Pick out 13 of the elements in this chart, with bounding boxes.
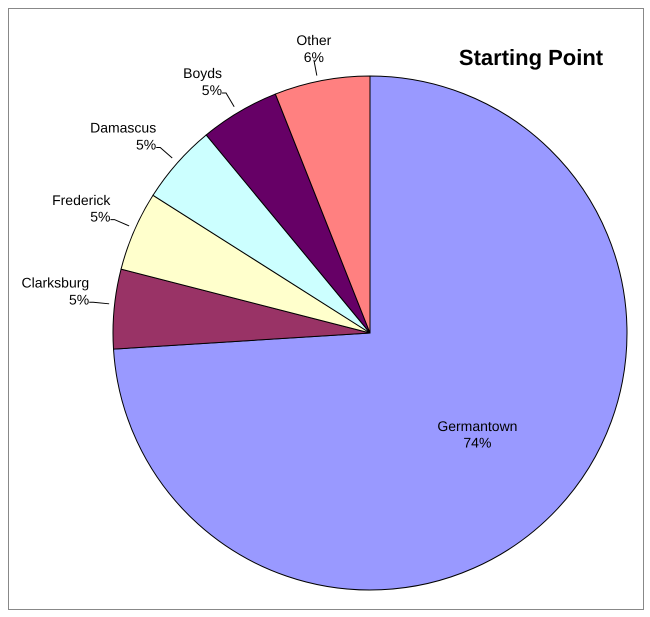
data-label: 5% bbox=[90, 208, 110, 225]
slice-label: Germantown bbox=[437, 418, 518, 434]
data-label: 5% bbox=[202, 82, 222, 98]
data-label: 5% bbox=[68, 291, 90, 308]
text: Starting Point bbox=[458, 45, 604, 70]
data-label: 74% bbox=[463, 434, 492, 451]
slice-label: Boyds bbox=[183, 65, 222, 82]
slice-label: Frederick bbox=[52, 192, 112, 208]
slice-label: Clarksburg bbox=[22, 274, 90, 291]
slice-label: Other bbox=[296, 32, 332, 48]
data-label: 6% bbox=[304, 48, 324, 65]
data-label: 5% bbox=[136, 136, 156, 152]
slice-label: Damascus bbox=[90, 120, 156, 136]
